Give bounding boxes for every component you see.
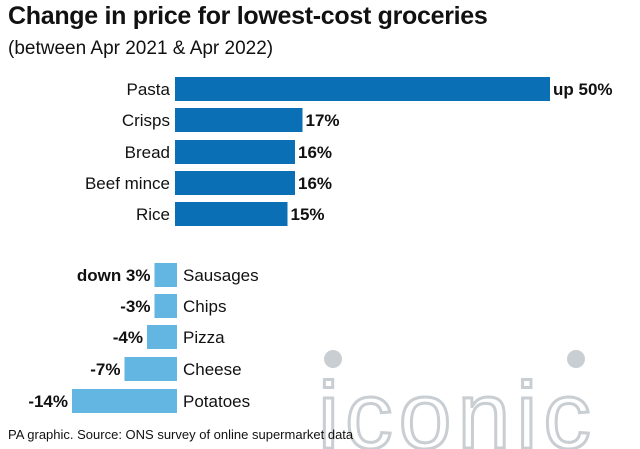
- chart-title: Change in price for lowest-cost grocerie…: [8, 2, 488, 30]
- bar-crisps: [175, 108, 303, 132]
- watermark-text: iconic: [318, 363, 597, 449]
- value-label: -14%: [28, 392, 68, 411]
- bar-pasta: [175, 77, 550, 101]
- category-label: Cheese: [183, 360, 242, 379]
- bar-pizza: [147, 325, 177, 349]
- category-label: Chips: [183, 297, 226, 316]
- category-label: Sausages: [183, 266, 259, 285]
- watermark-dot: [324, 350, 342, 368]
- category-label: Beef mince: [85, 174, 170, 193]
- value-label: -7%: [90, 360, 120, 379]
- value-label: 15%: [291, 205, 325, 224]
- value-label: down 3%: [77, 266, 151, 285]
- bar-bread: [175, 140, 295, 164]
- bar-rice: [175, 202, 288, 226]
- iconic-watermark: iconic: [317, 350, 597, 449]
- value-label: -3%: [120, 297, 150, 316]
- bar-cheese: [124, 357, 177, 381]
- value-label: up 50%: [553, 80, 613, 99]
- category-label: Potatoes: [183, 392, 250, 411]
- watermark-dot: [567, 350, 585, 368]
- value-label: 16%: [298, 143, 332, 162]
- value-label: -4%: [113, 328, 143, 347]
- chart-subtitle: (between Apr 2021 & Apr 2022): [8, 38, 274, 59]
- increase-bars: Pasta up 50% Crisps 17% Bread 16% Beef mince 16…: [85, 77, 613, 226]
- category-label: Pizza: [183, 328, 225, 347]
- value-label: 17%: [306, 111, 340, 130]
- bar-sausages: [154, 263, 177, 287]
- value-label: 16%: [298, 174, 332, 193]
- bar-chips: [154, 294, 177, 318]
- decrease-bars: Sausages down 3% Chips -3% Pizza -4% Cheese -7%…: [28, 263, 259, 413]
- bar-beef-mince: [175, 171, 295, 195]
- category-label: Pasta: [127, 80, 171, 99]
- category-label: Bread: [125, 143, 170, 162]
- category-label: Rice: [136, 205, 170, 224]
- bar-potatoes: [72, 389, 177, 413]
- category-label: Crisps: [122, 111, 170, 130]
- source-note: PA graphic. Source: ONS survey of online…: [8, 427, 354, 442]
